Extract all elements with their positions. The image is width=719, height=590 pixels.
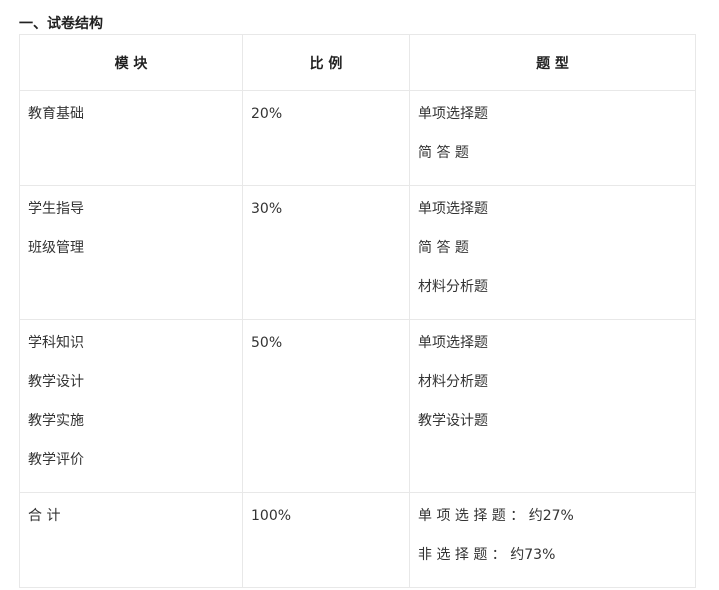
section-title: 一、试卷结构: [19, 16, 103, 32]
module-text: 班级管理: [28, 240, 84, 256]
ratio-text: 20%: [251, 106, 283, 122]
table-row: 学科知识教学设计教学实施教学评价 50% 单项选择题材料分析题教学设计题: [19, 319, 696, 493]
ratio-cell: 100%: [242, 492, 410, 588]
module-cell: 教育基础: [19, 90, 243, 186]
question-type-text: 非 选 择 题 ： 约73%: [418, 547, 556, 563]
ratio-text: 30%: [251, 201, 283, 217]
module-text: 合 计: [28, 508, 61, 524]
question-type-text: 单项选择题: [418, 106, 488, 122]
ratio-text: 100%: [251, 508, 292, 524]
exam-structure-table: 模 块 比 例 题 型 教育基础 20% 单项选择题简 答 题学生指导 班级管理 30%…: [19, 34, 696, 588]
question-type-cell: 单项选择题材料分析题教学设计题: [409, 319, 696, 493]
question-type-text: 单项选择题: [418, 201, 488, 217]
header-module: 模 块: [19, 34, 243, 91]
module-cell: 学生指导 班级管理: [19, 185, 243, 320]
module-text: 教学实施: [28, 413, 84, 429]
module-text: 教学评价: [28, 452, 84, 468]
table-row: 学生指导班级管理 30% 单项选择题简 答 题材料分析题: [19, 185, 696, 320]
module-text: 教育基础: [28, 106, 84, 122]
question-type-text: 教学设计题: [418, 413, 488, 429]
header-type: 题 型: [409, 34, 696, 91]
module-cell: 学科知识教学设计教学实施教学评价: [19, 319, 243, 493]
header-ratio: 比 例: [242, 34, 410, 91]
question-type-text: 简 答 题: [418, 145, 469, 161]
module-text: 学生指导: [28, 201, 84, 217]
table-row: 合 计 100% 单 项 选 择 题 ： 约27% 非 选 择 题 ： 约73%: [19, 492, 696, 588]
question-type-cell: 单项选择题简 答 题材料分析题: [409, 185, 696, 320]
module-text: 教学设计: [28, 374, 84, 390]
module-cell: 合 计: [19, 492, 243, 588]
table-row: 教育基础 20% 单项选择题简 答 题: [19, 90, 696, 186]
question-type-text: 材料分析题: [418, 279, 488, 295]
table-header-row: 模 块 比 例 题 型: [19, 34, 696, 91]
question-type-text: 单项选择题: [418, 335, 488, 351]
ratio-cell: 50%: [242, 319, 410, 493]
module-text: 学科知识: [28, 335, 84, 351]
ratio-cell: 30%: [242, 185, 410, 320]
question-type-text: 简 答 题: [418, 240, 469, 256]
question-type-cell: 单 项 选 择 题 ： 约27% 非 选 择 题 ： 约73%: [409, 492, 696, 588]
ratio-text: 50%: [251, 335, 283, 351]
question-type-text: 材料分析题: [418, 374, 488, 390]
question-type-text: 单 项 选 择 题 ： 约27%: [418, 508, 574, 524]
ratio-cell: 20%: [242, 90, 410, 186]
question-type-cell: 单项选择题简 答 题: [409, 90, 696, 186]
